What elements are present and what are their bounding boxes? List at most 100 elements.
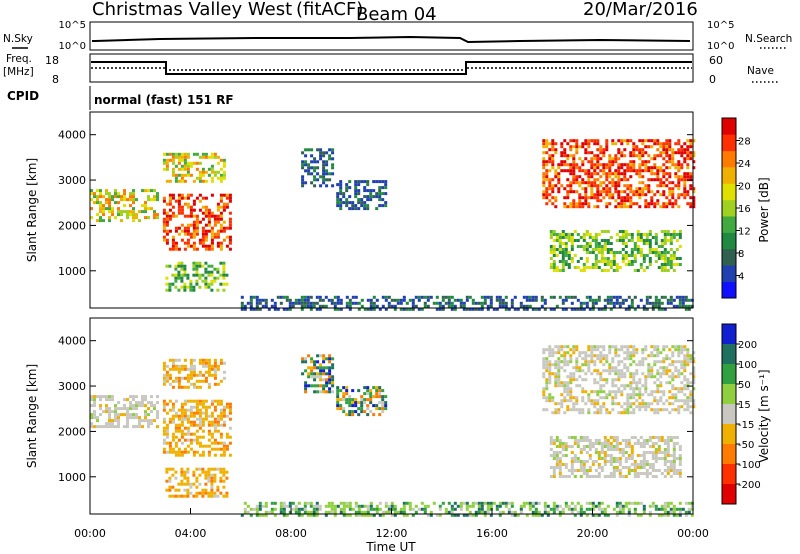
echo-cell [599,345,603,349]
echo-cell [165,373,169,377]
echo-cell [459,304,463,308]
echo-cell [501,304,505,308]
echo-cell [322,378,326,382]
echo-cell [588,245,592,248]
echo-cell [480,295,484,299]
echo-cell [180,450,184,454]
echo-cell [99,204,102,208]
echo-cell [566,384,570,388]
echo-cell [162,238,166,242]
echo-cell [593,405,597,409]
echo-cell [213,214,217,218]
echo-cell [594,298,598,302]
echo-cell [186,479,190,483]
echo-cell [579,451,583,454]
echo-cell [192,235,196,239]
echo-cell [339,301,343,305]
echo-cell [336,198,340,202]
echo-cell [551,184,555,188]
echo-cell [552,507,556,511]
echo-cell [357,389,361,393]
echo-cell [596,345,600,349]
echo-cell [621,439,625,442]
echo-cell [660,230,664,233]
echo-cell [294,504,298,508]
echo-cell [322,354,326,358]
echo-cell [375,395,379,399]
echo-cell [204,214,208,218]
echo-cell [680,151,684,155]
cpid-text: normal (fast) 151 RF [94,93,234,107]
echo-cell [381,304,385,308]
echo-cell [192,261,196,265]
echo-cell [672,448,676,451]
echo-cell [633,307,637,311]
echo-cell [647,190,651,194]
echo-cell [318,504,322,508]
echo-cell [614,396,618,400]
echo-cell [669,460,673,463]
echo-cell [279,507,283,511]
echo-cell [588,251,592,254]
echo-cell [222,270,226,274]
echo-cell [665,381,669,385]
echo-cell [201,205,205,209]
echo-cell [108,198,111,202]
echo-cell [659,142,663,146]
echo-cell [219,273,223,277]
echo-cell [426,504,430,508]
echo-cell [316,375,320,379]
echo-cell [648,439,652,442]
echo-cell [198,408,202,412]
echo-cell [129,395,132,399]
echo-cell [294,507,298,511]
echo-cell [575,360,579,364]
echo-cell [647,166,651,170]
echo-cell [183,285,187,289]
echo-cell [597,266,601,269]
echo-cell [683,375,687,379]
echo-cell [657,513,661,517]
echo-cell [183,282,187,286]
echo-cell [156,413,159,417]
echo-cell [689,396,693,400]
echo-cell [477,507,481,511]
echo-cell [144,216,147,220]
echo-cell [411,513,415,517]
echo-cell [222,208,226,212]
echo-cell [572,372,576,376]
echo-cell [603,475,607,478]
echo-cell [656,402,660,406]
echo-cell [165,479,169,483]
echo-cell [632,163,636,167]
echo-cell [683,345,687,349]
echo-cell [648,239,652,242]
echo-cell [581,387,585,391]
echo-cell [656,184,660,188]
echo-cell [629,154,633,158]
echo-cell [132,407,135,411]
echo-cell [246,504,250,508]
echo-cell [663,504,667,508]
echo-cell [313,384,317,388]
echo-cell [171,414,175,418]
echo-cell [582,460,586,463]
echo-cell [282,504,286,508]
echo-cell [654,298,658,302]
echo-cell [177,447,181,451]
echo-cell [585,475,589,478]
echo-cell [195,247,199,251]
echo-cell [621,236,625,239]
echo-cell [545,387,549,391]
echo-cell [357,413,361,417]
colorbar-tick-label: -15 [738,420,754,431]
echo-cell [297,513,301,517]
echo-cell [222,226,226,230]
echo-cell [429,510,433,514]
echo-cell [660,504,664,508]
echo-cell [309,513,313,517]
echo-cell [336,407,340,411]
echo-cell [578,166,582,170]
echo-cell [180,211,184,215]
echo-cell [135,413,138,417]
